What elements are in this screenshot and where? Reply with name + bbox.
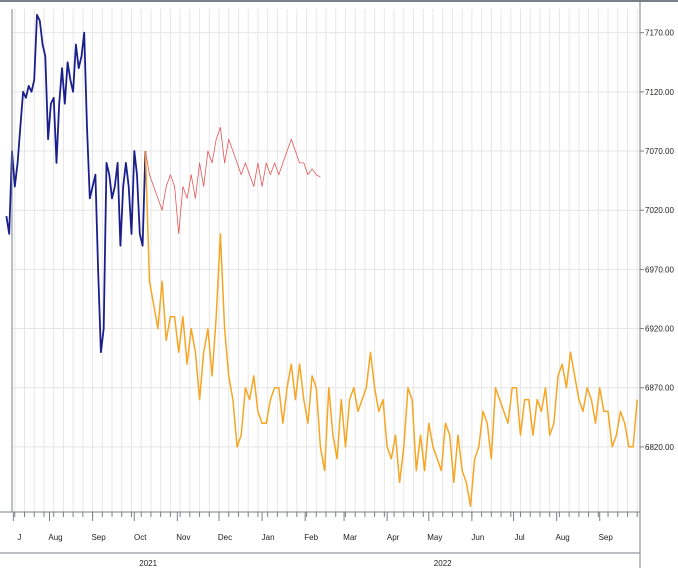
y-tick-label: 6870.00 bbox=[645, 384, 674, 393]
year-label: 2022 bbox=[434, 559, 452, 568]
x-tick-label: J bbox=[17, 533, 21, 542]
x-tick-label: Jun bbox=[471, 533, 484, 542]
x-tick-label: Oct bbox=[134, 533, 147, 542]
x-tick-label: Jul bbox=[514, 533, 524, 542]
x-tick-label: Mar bbox=[343, 533, 357, 542]
history-line bbox=[5, 13, 147, 354]
series-group bbox=[5, 13, 638, 507]
y-tick-label: 6920.00 bbox=[645, 325, 674, 334]
x-tick-label: Jan bbox=[262, 533, 275, 542]
alt_projection-line bbox=[145, 127, 321, 235]
x-tick-label: Nov bbox=[176, 533, 190, 542]
projection-line bbox=[144, 150, 638, 507]
y-tick-label: 6970.00 bbox=[645, 265, 674, 274]
x-axis: J Aug Sep Oct Nov Dec Jan Feb Mar Apr May Jun Jul Aug… bbox=[12, 512, 638, 568]
y-tick-label: 7120.00 bbox=[645, 88, 674, 97]
x-tick-label: Dec bbox=[218, 533, 232, 542]
y-tick-label: 6820.00 bbox=[645, 443, 674, 452]
x-tick-label: May bbox=[427, 533, 442, 542]
y-tick-label: 7020.00 bbox=[645, 206, 674, 215]
x-tick-label: Apr bbox=[387, 533, 400, 542]
x-tick-label: Feb bbox=[304, 533, 318, 542]
y-axis: 7170.00 7120.00 7070.00 7020.00 6970.00 6920.… bbox=[640, 29, 674, 452]
year-label: 2021 bbox=[139, 559, 157, 568]
y-tick-label: 7170.00 bbox=[645, 29, 674, 38]
x-tick-label: Sep bbox=[599, 533, 614, 542]
x-tick-label: Aug bbox=[556, 533, 570, 542]
y-tick-label: 7070.00 bbox=[645, 147, 674, 156]
x-tick-label: Sep bbox=[91, 533, 106, 542]
x-tick-label: Aug bbox=[48, 533, 62, 542]
